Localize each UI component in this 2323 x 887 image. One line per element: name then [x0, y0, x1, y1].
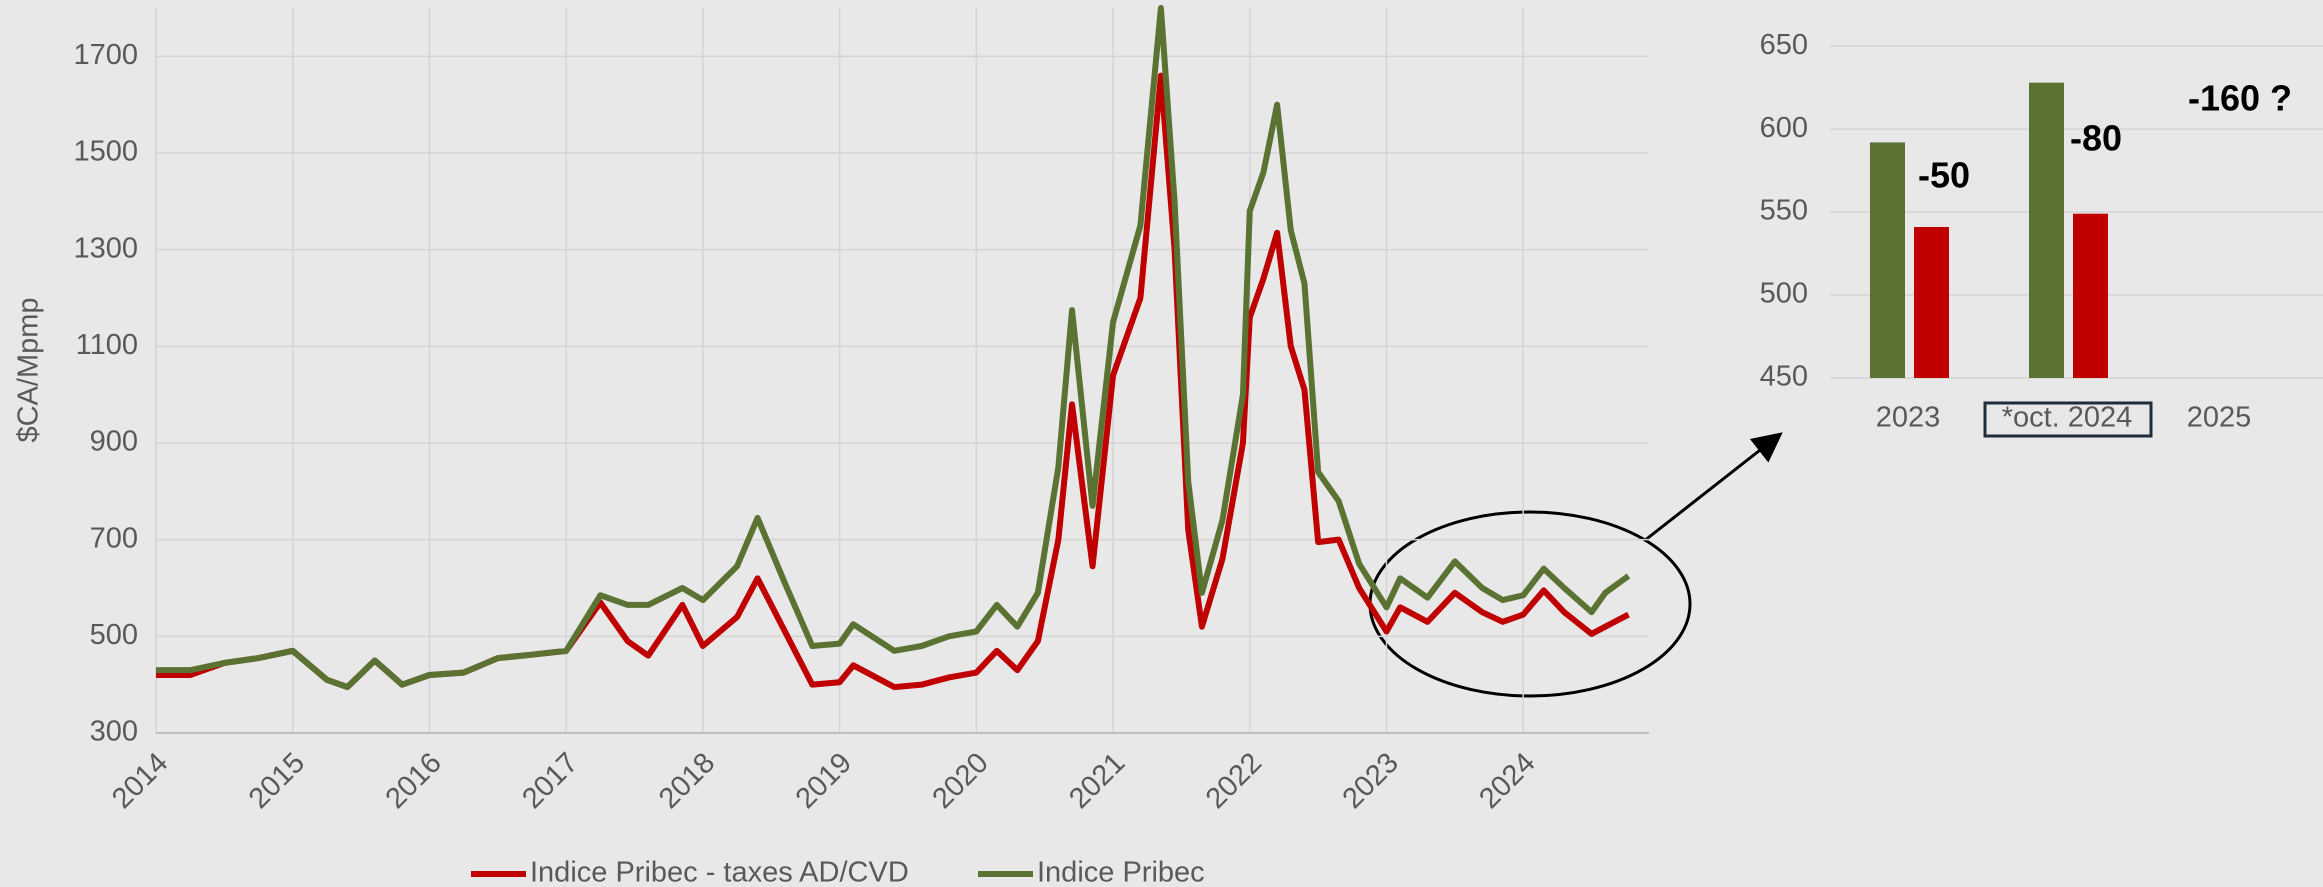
- y-tick-label: 1300: [73, 232, 138, 264]
- bar: [2073, 213, 2108, 378]
- y-tick-label: 500: [1760, 278, 1808, 310]
- y-tick-label: 1500: [73, 136, 138, 168]
- arrow: [1643, 432, 1783, 543]
- label-box: [1983, 401, 2153, 438]
- annotation: -80: [2070, 118, 2122, 159]
- legend-label: Indice Pribec: [1037, 857, 1205, 887]
- y-tick-label: 300: [90, 716, 138, 748]
- y-tick-label: 550: [1760, 195, 1808, 227]
- y-tick-label: 700: [90, 522, 138, 554]
- y-tick-label: 900: [90, 426, 138, 458]
- annotation: -50: [1918, 155, 1970, 196]
- bar: [1914, 227, 1949, 378]
- x-tick-label: *oct. 2024: [2002, 402, 2133, 434]
- y-tick-label: 650: [1760, 29, 1808, 61]
- x-tick-label: 2023: [1876, 402, 1941, 434]
- series-line: [156, 5, 1631, 691]
- y-tick-label: 1100: [76, 329, 138, 361]
- bar: [1870, 142, 1905, 378]
- bar: [2029, 82, 2064, 379]
- y-tick-label: 600: [1760, 112, 1808, 144]
- x-tick-label: 2025: [2187, 402, 2252, 434]
- legend-label: Indice Pribec - taxes AD/CVD: [530, 857, 909, 887]
- y-axis-label: $CA/Mpmp: [13, 297, 45, 442]
- y-tick-label: 450: [1760, 361, 1808, 393]
- y-tick-label: 500: [90, 619, 138, 651]
- y-tick-label: 1700: [73, 39, 138, 71]
- annotation: -160 ?: [2188, 78, 2292, 119]
